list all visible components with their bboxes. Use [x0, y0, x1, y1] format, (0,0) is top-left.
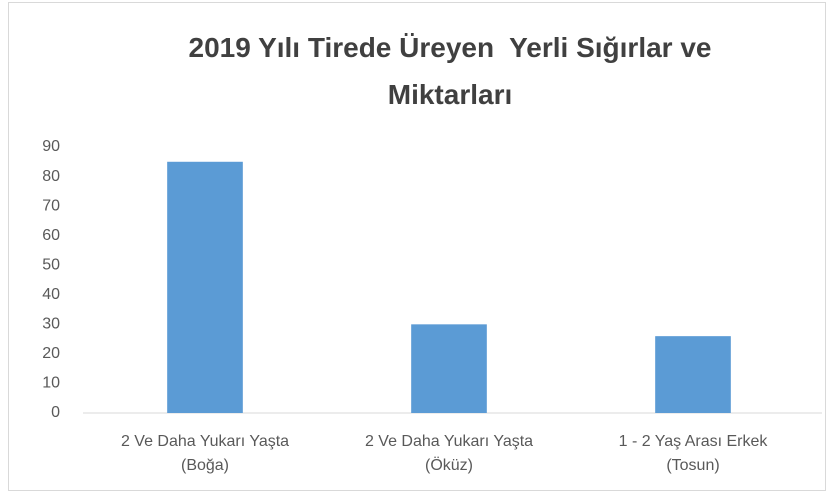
bar: [655, 336, 731, 413]
x-tick-label: 2 Ve Daha Yukarı Yaşta (Öküz): [364, 433, 534, 474]
y-tick-label: 80: [42, 168, 60, 185]
y-tick-label: 10: [42, 375, 60, 392]
x-tick-label: 2 Ve Daha Yukarı Yaşta (Boğa): [120, 433, 290, 474]
y-tick-label: 50: [42, 256, 60, 273]
y-tick-label: 30: [42, 316, 60, 333]
chart-title: 2019 Yılı Tirede Üreyen Yerli Sığırlar v…: [188, 32, 720, 110]
y-tick-label: 70: [42, 197, 60, 214]
bar: [167, 161, 243, 413]
y-tick-label: 0: [51, 404, 60, 421]
y-tick-label: 60: [42, 227, 60, 244]
bar: [411, 324, 487, 413]
y-tick-label: 20: [42, 345, 60, 362]
chart-frame: [8, 2, 826, 491]
x-tick-label: 1 - 2 Yaş Arası Erkek (Tosun): [618, 433, 768, 474]
y-tick-label: 40: [42, 286, 60, 303]
y-tick-label: 90: [42, 138, 60, 155]
